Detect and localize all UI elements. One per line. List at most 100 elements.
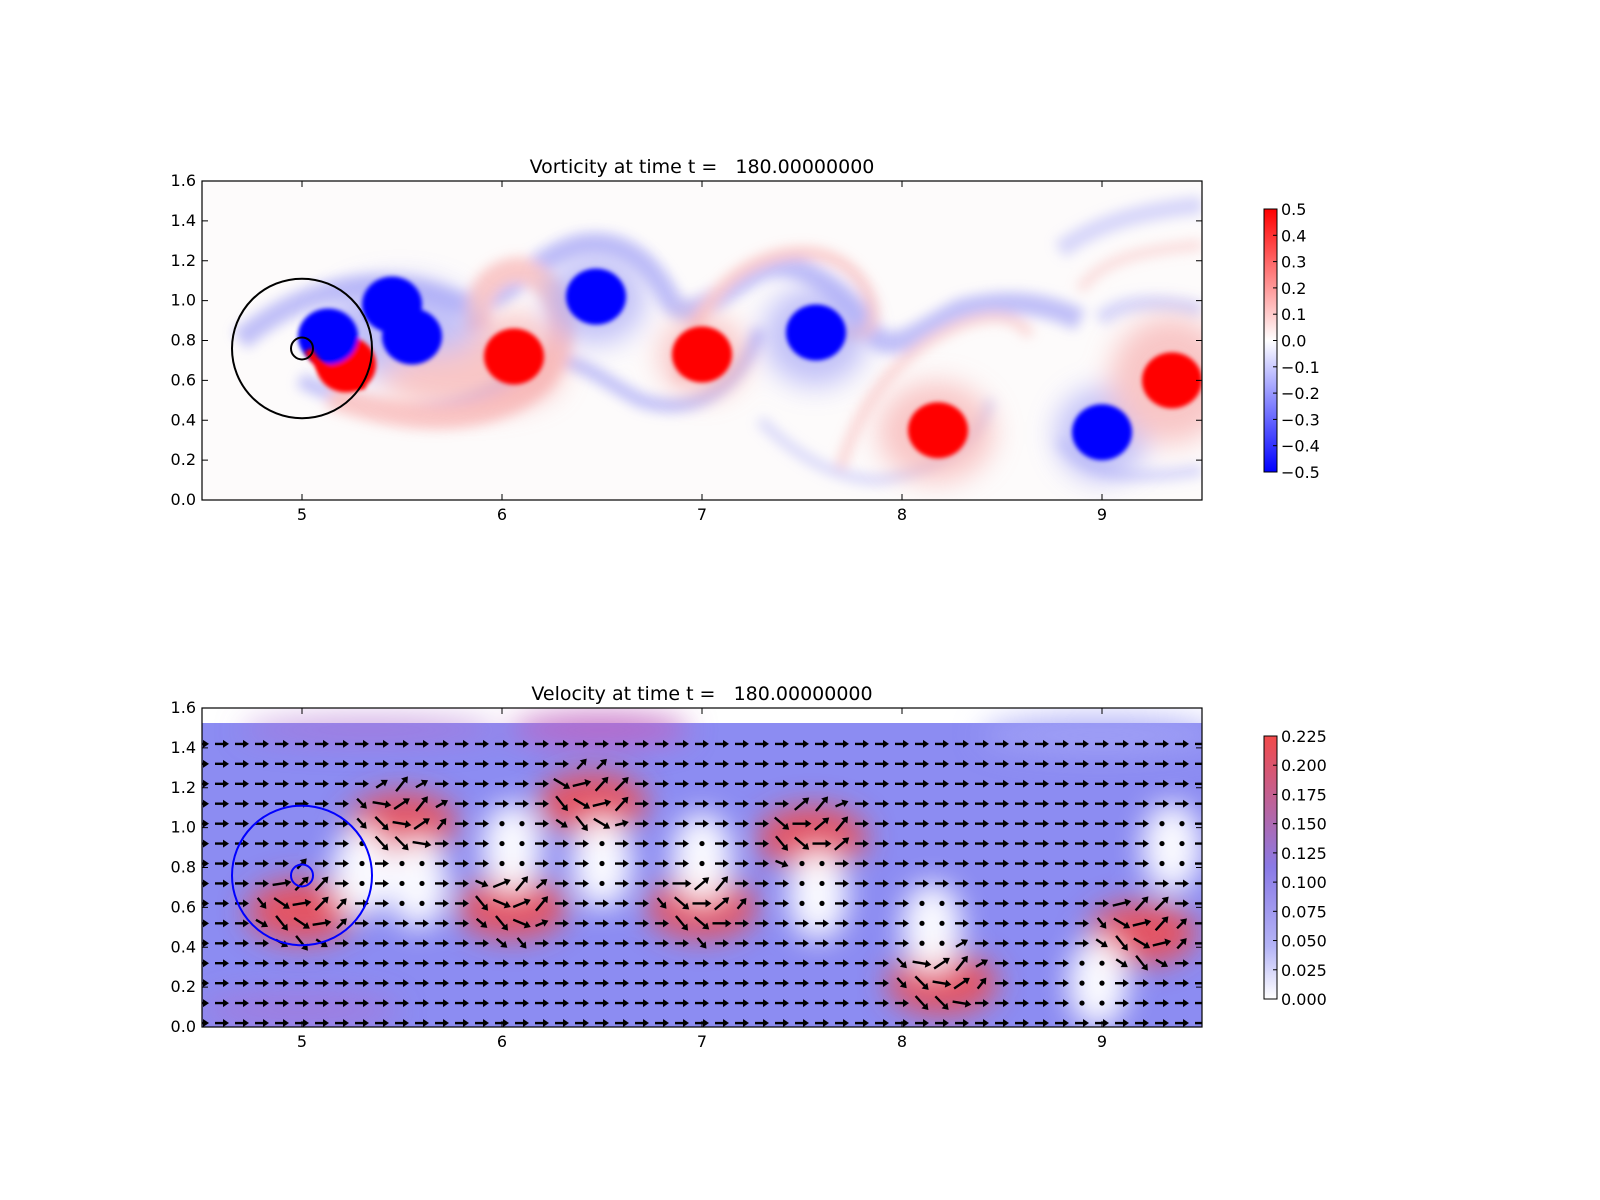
quiver-arrow — [375, 999, 389, 1008]
quiver-arrow — [693, 877, 710, 891]
quiver-arrow — [596, 758, 607, 770]
quiver-arrow — [415, 939, 429, 948]
quiver-arrow — [555, 739, 569, 748]
quiver-arrow — [715, 979, 729, 988]
quiver-arrow — [675, 979, 689, 988]
quiver-arrow — [595, 939, 609, 948]
quiver-dot — [819, 880, 825, 887]
quiver-arrow — [535, 819, 549, 828]
quiver-arrow — [435, 759, 449, 768]
quiver-dot — [599, 860, 605, 867]
quiver-arrow — [395, 739, 409, 748]
quiver-dot — [819, 900, 825, 906]
quiver-arrow — [1135, 859, 1149, 868]
y-tick-label: 1.6 — [171, 698, 196, 717]
quiver-arrow — [775, 759, 789, 768]
quiver-arrow — [695, 959, 709, 968]
quiver-arrow — [435, 739, 449, 748]
quiver-arrow — [455, 779, 469, 788]
quiver-arrow — [335, 739, 349, 748]
quiver-arrow — [575, 999, 589, 1008]
quiver-arrow — [1176, 918, 1187, 930]
quiver-arrow — [475, 895, 489, 911]
quiver-arrow — [1055, 919, 1069, 928]
quiver-dot — [939, 920, 945, 926]
quiver-arrow — [295, 759, 309, 768]
quiver-arrow — [775, 959, 789, 968]
quiver-arrow — [595, 999, 609, 1008]
velocity-title: Velocity at time t = 180.00000000 — [531, 683, 872, 705]
quiver-dot — [359, 880, 365, 887]
quiver-arrow — [202, 739, 209, 748]
quiver-arrow — [1154, 896, 1169, 911]
quiver-arrow — [975, 879, 989, 888]
colorbar-tick-label: 0.1 — [1281, 305, 1306, 324]
quiver-arrow — [1135, 779, 1149, 788]
quiver-arrow — [335, 859, 349, 868]
quiver-arrow — [255, 859, 269, 868]
quiver-arrow — [895, 799, 909, 808]
quiver-arrow — [555, 839, 569, 848]
quiver-arrow — [392, 820, 412, 829]
quiver-arrow — [475, 879, 489, 888]
quiver-arrow — [495, 739, 509, 748]
quiver-arrow — [895, 999, 909, 1008]
quiver-arrow — [1113, 917, 1131, 929]
y-tick-label: 1.2 — [171, 251, 196, 270]
high-speed-region — [757, 805, 867, 870]
quiver-arrow — [675, 739, 689, 748]
quiver-arrow — [793, 797, 810, 811]
quiver-arrow — [215, 979, 229, 988]
quiver-arrow — [995, 979, 1009, 988]
quiver-arrow — [535, 896, 549, 912]
quiver-arrow — [615, 959, 629, 968]
quiver-arrow — [315, 1019, 329, 1027]
quiver-arrow — [695, 779, 709, 788]
quiver-arrow — [235, 739, 249, 748]
quiver-arrow — [1075, 1019, 1089, 1027]
quiver-arrow — [515, 979, 529, 988]
quiver-arrow — [696, 937, 707, 949]
quiver-arrow — [1095, 859, 1109, 868]
quiver-arrow — [256, 897, 267, 909]
quiver-arrow — [293, 917, 310, 929]
quiver-arrow — [395, 979, 409, 988]
quiver-arrow — [1115, 859, 1129, 868]
quiver-arrow — [375, 959, 389, 968]
y-tick-label: 0.2 — [171, 450, 196, 469]
quiver-arrow — [895, 939, 909, 948]
quiver-arrow — [635, 779, 649, 788]
quiver-arrow — [475, 999, 489, 1008]
quiver-arrow — [202, 919, 209, 928]
quiver-arrow — [355, 979, 369, 988]
quiver-arrow — [495, 959, 509, 968]
quiver-arrow — [935, 759, 949, 768]
quiver-arrow — [375, 919, 389, 928]
quiver-arrow — [255, 959, 269, 968]
quiver-arrow — [535, 878, 548, 889]
quiver-arrow — [1195, 922, 1202, 925]
quiver-arrow — [834, 816, 849, 832]
quiver-arrow — [273, 897, 290, 909]
quiver-arrow — [512, 918, 531, 929]
quiver-arrow — [775, 899, 789, 908]
quiver-arrow — [932, 979, 952, 988]
quiver-arrow — [934, 995, 949, 1010]
quiver-arrow — [515, 1019, 529, 1027]
quiver-arrow — [995, 919, 1009, 928]
quiver-arrow — [975, 939, 989, 948]
quiver-arrow — [735, 739, 749, 748]
quiver-arrow — [455, 999, 469, 1008]
quiver-arrow — [795, 779, 809, 788]
quiver-arrow — [735, 839, 749, 848]
quiver-dot — [499, 840, 505, 847]
quiver-arrow — [275, 799, 289, 808]
quiver-arrow — [715, 839, 729, 848]
quiver-arrow — [695, 819, 709, 828]
quiver-arrow — [795, 919, 809, 928]
quiver-dot — [939, 900, 945, 906]
quiver-arrow — [1095, 759, 1109, 768]
quiver-arrow — [435, 859, 449, 868]
quiver-arrow — [715, 939, 729, 948]
quiver-arrow — [735, 979, 749, 988]
